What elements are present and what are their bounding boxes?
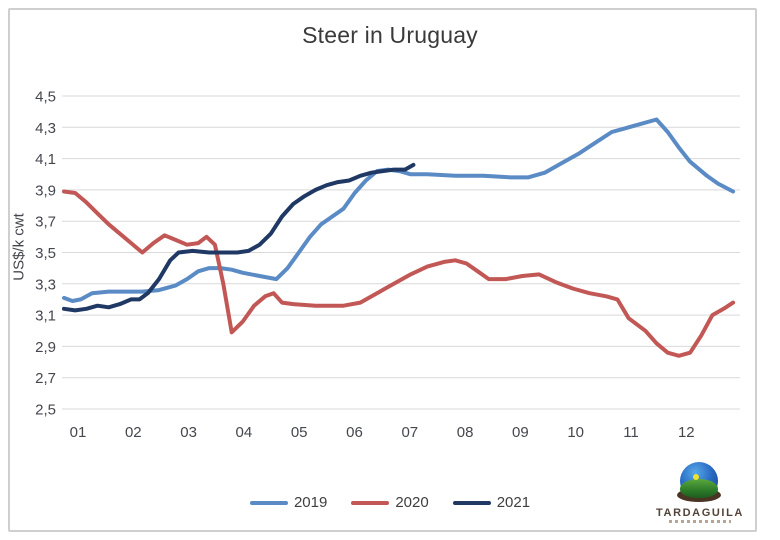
x-tick-label: 09: [512, 424, 529, 441]
series-line-2019: [62, 117, 736, 303]
legend-item-2019: 2019: [249, 494, 328, 511]
x-tick-label: 10: [567, 424, 584, 441]
legend-swatch-2020: [351, 500, 390, 505]
logo-hill: [680, 479, 718, 498]
x-tick-label: 04: [236, 424, 253, 441]
x-tick-label: 01: [70, 424, 87, 441]
series-line-2020: [62, 189, 736, 358]
y-tick-label: 3,5: [35, 245, 56, 262]
x-tick-label: 07: [401, 424, 418, 441]
y-tick-label: 3,7: [35, 214, 56, 231]
legend-label: 2019: [293, 494, 328, 511]
y-tick-label: 2,5: [35, 402, 56, 419]
logo-tagline: [669, 520, 731, 523]
legend-swatch-2019: [249, 500, 288, 505]
legend-item-2020: 2020: [351, 494, 429, 511]
tardaguila-logo: TARDAGUILA: [648, 462, 752, 524]
x-tick-label: 08: [457, 424, 474, 441]
y-tick-label: 2,7: [35, 370, 56, 387]
y-tick-label: 3,9: [35, 182, 56, 199]
legend-swatch-2021: [452, 500, 491, 505]
legend-label: 2020: [395, 494, 429, 511]
y-tick-label: 3,1: [35, 308, 56, 325]
logo-sun-icon: [693, 474, 699, 480]
chart-legend: 2019 2020 2021: [0, 494, 780, 511]
series-line-2021: [62, 162, 416, 313]
x-tick-label: 12: [678, 424, 695, 441]
y-tick-label: 4,1: [35, 151, 56, 168]
legend-label: 2021: [496, 494, 531, 511]
y-tick-label: 4,5: [35, 89, 56, 106]
x-tick-label: 03: [180, 424, 197, 441]
y-tick-label: 2,9: [35, 339, 56, 356]
x-tick-label: 06: [346, 424, 363, 441]
legend-item-2021: 2021: [452, 494, 531, 511]
x-tick-label: 05: [291, 424, 308, 441]
y-tick-label: 3,3: [35, 276, 56, 293]
x-tick-label: 11: [623, 424, 639, 441]
chart-title: Steer in Uruguay: [302, 22, 478, 48]
y-tick-label: 4,3: [35, 120, 56, 137]
logo-globe-icon: [677, 462, 721, 506]
logo-wordmark: TARDAGUILA: [656, 507, 744, 519]
x-tick-label: 02: [125, 424, 142, 441]
